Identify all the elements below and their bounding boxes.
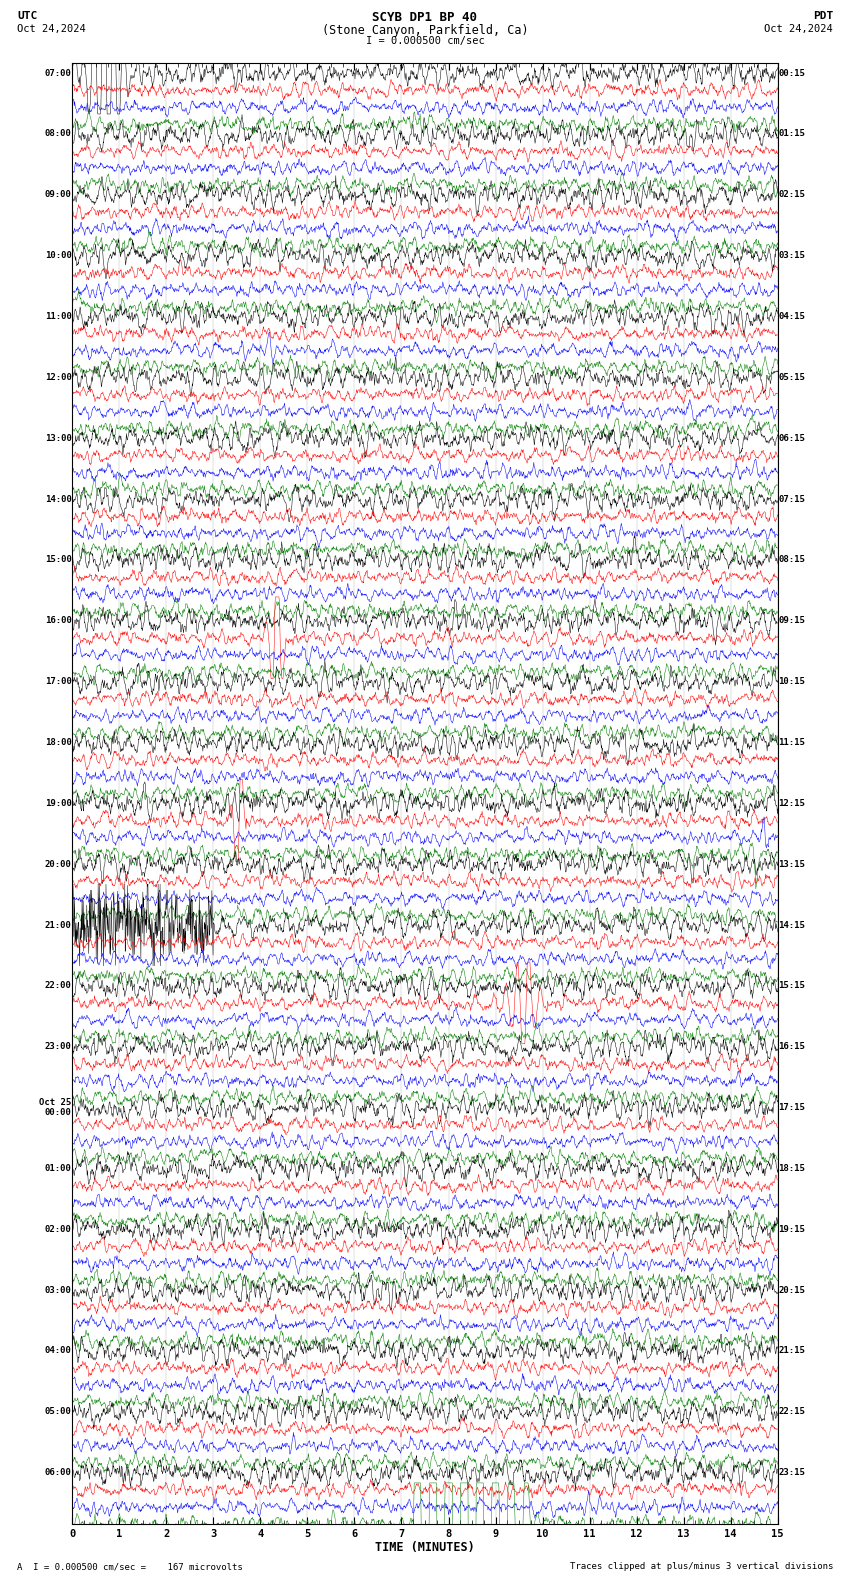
Text: 03:00: 03:00 xyxy=(45,1286,71,1294)
Text: 02:15: 02:15 xyxy=(779,190,805,200)
Text: 18:15: 18:15 xyxy=(779,1164,805,1172)
Text: 14:00: 14:00 xyxy=(45,494,71,504)
Text: 22:00: 22:00 xyxy=(45,982,71,990)
Text: 09:15: 09:15 xyxy=(779,616,805,626)
Text: PDT: PDT xyxy=(813,11,833,21)
Text: 20:15: 20:15 xyxy=(779,1286,805,1294)
Text: 16:15: 16:15 xyxy=(779,1042,805,1052)
Text: Traces clipped at plus/minus 3 vertical divisions: Traces clipped at plus/minus 3 vertical … xyxy=(570,1562,833,1571)
Text: UTC: UTC xyxy=(17,11,37,21)
Text: A  I = 0.000500 cm/sec =    167 microvolts: A I = 0.000500 cm/sec = 167 microvolts xyxy=(17,1562,243,1571)
Text: 13:15: 13:15 xyxy=(779,860,805,868)
Text: 01:15: 01:15 xyxy=(779,130,805,138)
Text: 09:00: 09:00 xyxy=(45,190,71,200)
Text: 06:15: 06:15 xyxy=(779,434,805,442)
Text: 04:15: 04:15 xyxy=(779,312,805,322)
Text: I = 0.000500 cm/sec: I = 0.000500 cm/sec xyxy=(366,36,484,46)
Text: (Stone Canyon, Parkfield, Ca): (Stone Canyon, Parkfield, Ca) xyxy=(321,24,529,36)
Text: 17:15: 17:15 xyxy=(779,1102,805,1112)
Text: 16:00: 16:00 xyxy=(45,616,71,626)
Text: 23:15: 23:15 xyxy=(779,1468,805,1478)
Text: 12:00: 12:00 xyxy=(45,372,71,382)
Text: 10:15: 10:15 xyxy=(779,676,805,686)
Text: 19:15: 19:15 xyxy=(779,1224,805,1234)
Text: 12:15: 12:15 xyxy=(779,798,805,808)
Text: 07:15: 07:15 xyxy=(779,494,805,504)
Text: Oct 24,2024: Oct 24,2024 xyxy=(764,24,833,33)
Text: 15:15: 15:15 xyxy=(779,982,805,990)
Text: 05:00: 05:00 xyxy=(45,1407,71,1416)
Text: 18:00: 18:00 xyxy=(45,738,71,748)
X-axis label: TIME (MINUTES): TIME (MINUTES) xyxy=(375,1541,475,1554)
Text: 00:15: 00:15 xyxy=(779,68,805,78)
Text: 21:15: 21:15 xyxy=(779,1346,805,1356)
Text: 10:00: 10:00 xyxy=(45,252,71,260)
Text: 06:00: 06:00 xyxy=(45,1468,71,1478)
Text: 13:00: 13:00 xyxy=(45,434,71,442)
Text: 02:00: 02:00 xyxy=(45,1224,71,1234)
Text: 23:00: 23:00 xyxy=(45,1042,71,1052)
Text: 17:00: 17:00 xyxy=(45,676,71,686)
Text: SCYB DP1 BP 40: SCYB DP1 BP 40 xyxy=(372,11,478,24)
Text: 08:00: 08:00 xyxy=(45,130,71,138)
Text: 05:15: 05:15 xyxy=(779,372,805,382)
Text: 22:15: 22:15 xyxy=(779,1407,805,1416)
Text: 11:15: 11:15 xyxy=(779,738,805,748)
Text: Oct 24,2024: Oct 24,2024 xyxy=(17,24,86,33)
Text: 03:15: 03:15 xyxy=(779,252,805,260)
Text: 08:15: 08:15 xyxy=(779,556,805,564)
Text: 01:00: 01:00 xyxy=(45,1164,71,1172)
Text: 20:00: 20:00 xyxy=(45,860,71,868)
Text: 04:00: 04:00 xyxy=(45,1346,71,1356)
Text: 15:00: 15:00 xyxy=(45,556,71,564)
Text: 19:00: 19:00 xyxy=(45,798,71,808)
Text: Oct 25
00:00: Oct 25 00:00 xyxy=(39,1098,71,1117)
Text: 21:00: 21:00 xyxy=(45,920,71,930)
Text: 14:15: 14:15 xyxy=(779,920,805,930)
Text: 07:00: 07:00 xyxy=(45,68,71,78)
Text: 11:00: 11:00 xyxy=(45,312,71,322)
